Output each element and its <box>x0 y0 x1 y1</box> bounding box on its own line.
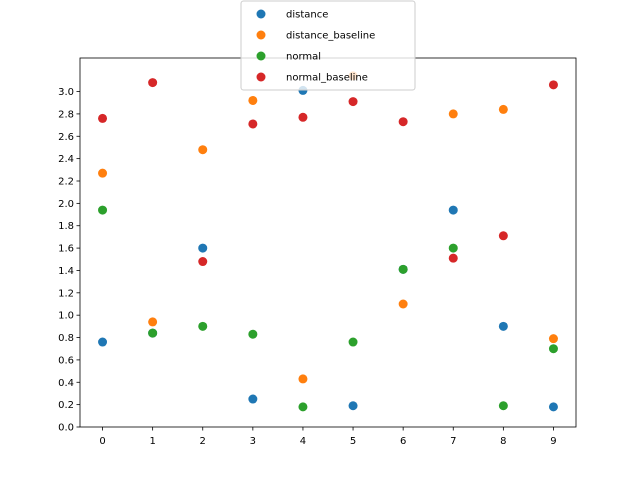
y-tick-label: 0.6 <box>58 355 74 366</box>
y-tick-label: 3.0 <box>58 87 74 98</box>
point-distance <box>248 394 258 404</box>
y-axis: 0.0 0.2 0.4 0.6 0.8 1.0 1.2 1.4 1.6 1.8 2.0 2.2 2.4 2… <box>58 87 80 434</box>
data-points <box>98 71 558 412</box>
point-normal <box>148 328 158 338</box>
y-tick-label: 1.0 <box>58 311 74 322</box>
y-tick-label: 1.6 <box>58 244 74 255</box>
point-distance <box>198 243 208 253</box>
legend-marker-distance <box>256 9 266 19</box>
point-distance_baseline <box>548 334 558 344</box>
x-tick-label: 0 <box>99 436 105 447</box>
x-tick-label: 5 <box>350 436 356 447</box>
point-normal_baseline <box>148 78 158 88</box>
point-distance_baseline <box>448 109 458 119</box>
y-tick-label: 1.8 <box>58 221 74 232</box>
y-tick-label: 2.6 <box>58 132 74 143</box>
point-distance_baseline <box>148 317 158 327</box>
y-tick-label: 2.8 <box>58 109 74 120</box>
x-tick-label: 9 <box>550 436 556 447</box>
point-normal <box>98 205 108 215</box>
legend-marker-normal <box>256 51 266 61</box>
y-tick-label: 2.2 <box>58 177 74 188</box>
x-tick-label: 7 <box>450 436 456 447</box>
x-tick-label: 6 <box>400 436 406 447</box>
point-normal <box>398 264 408 274</box>
point-normal_baseline <box>248 119 258 129</box>
y-tick-label: 0.2 <box>58 400 74 411</box>
legend-marker-distance_baseline <box>256 30 266 40</box>
y-tick-label: 1.4 <box>58 266 74 277</box>
point-normal_baseline <box>498 231 508 241</box>
point-distance_baseline <box>198 145 208 155</box>
point-distance <box>98 337 108 347</box>
legend-label-normal_baseline: normal_baseline <box>286 73 368 84</box>
point-distance <box>448 205 458 215</box>
y-tick-label: 0.4 <box>58 378 74 389</box>
legend-label-normal: normal <box>286 52 321 63</box>
y-tick-label: 2.0 <box>58 199 74 210</box>
point-normal_baseline <box>348 97 358 107</box>
point-normal <box>248 329 258 339</box>
x-tick-label: 2 <box>200 436 206 447</box>
x-tick-label: 3 <box>250 436 256 447</box>
point-normal_baseline <box>448 253 458 263</box>
x-axis: 0 1 2 3 4 5 6 7 8 9 <box>99 427 557 447</box>
point-normal <box>548 344 558 354</box>
point-distance_baseline <box>498 104 508 114</box>
point-normal_baseline <box>548 80 558 90</box>
point-normal <box>298 402 308 412</box>
point-distance <box>498 321 508 331</box>
point-normal <box>348 337 358 347</box>
point-normal <box>198 321 208 331</box>
legend-marker-normal_baseline <box>256 72 266 82</box>
point-distance <box>348 401 358 411</box>
y-tick-label: 0.0 <box>58 423 74 434</box>
x-tick-label: 4 <box>300 436 306 447</box>
legend-label-distance: distance <box>286 10 328 21</box>
y-tick-label: 2.4 <box>58 154 74 165</box>
point-normal <box>448 243 458 253</box>
y-tick-label: 1.2 <box>58 288 74 299</box>
x-tick-label: 8 <box>500 436 506 447</box>
x-tick-label: 1 <box>149 436 155 447</box>
legend-box <box>240 0 416 91</box>
y-tick-label: 0.8 <box>58 333 74 344</box>
point-distance_baseline <box>248 95 258 105</box>
point-normal <box>498 401 508 411</box>
point-distance <box>548 402 558 412</box>
point-normal_baseline <box>298 112 308 122</box>
point-normal_baseline <box>198 257 208 267</box>
point-normal_baseline <box>398 117 408 127</box>
point-normal_baseline <box>98 113 108 123</box>
legend-label-distance_baseline: distance_baseline <box>286 31 375 42</box>
point-distance_baseline <box>398 299 408 309</box>
point-distance_baseline <box>298 374 308 384</box>
point-distance_baseline <box>98 168 108 178</box>
